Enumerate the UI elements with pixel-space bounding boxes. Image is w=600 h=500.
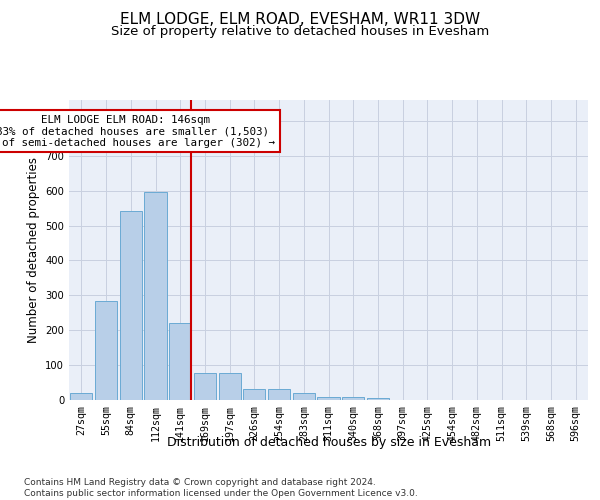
Bar — [317, 396, 340, 400]
Bar — [243, 389, 265, 400]
Bar — [70, 393, 92, 400]
Text: ELM LODGE, ELM ROAD, EVESHAM, WR11 3DW: ELM LODGE, ELM ROAD, EVESHAM, WR11 3DW — [120, 12, 480, 28]
Text: ELM LODGE ELM ROAD: 146sqm
← 83% of detached houses are smaller (1,503)
17% of s: ELM LODGE ELM ROAD: 146sqm ← 83% of deta… — [0, 115, 275, 148]
Bar — [95, 300, 117, 400]
Text: Size of property relative to detached houses in Evesham: Size of property relative to detached ho… — [111, 25, 489, 38]
Y-axis label: Number of detached properties: Number of detached properties — [27, 157, 40, 343]
Bar — [119, 210, 142, 400]
Bar — [169, 324, 191, 400]
Bar — [342, 396, 364, 400]
Text: Contains HM Land Registry data © Crown copyright and database right 2024.
Contai: Contains HM Land Registry data © Crown c… — [24, 478, 418, 498]
Bar — [218, 373, 241, 400]
Bar — [194, 373, 216, 400]
Bar — [293, 393, 315, 400]
Bar — [268, 389, 290, 400]
Text: Distribution of detached houses by size in Evesham: Distribution of detached houses by size … — [167, 436, 491, 449]
Bar — [367, 398, 389, 400]
Bar — [145, 192, 167, 400]
